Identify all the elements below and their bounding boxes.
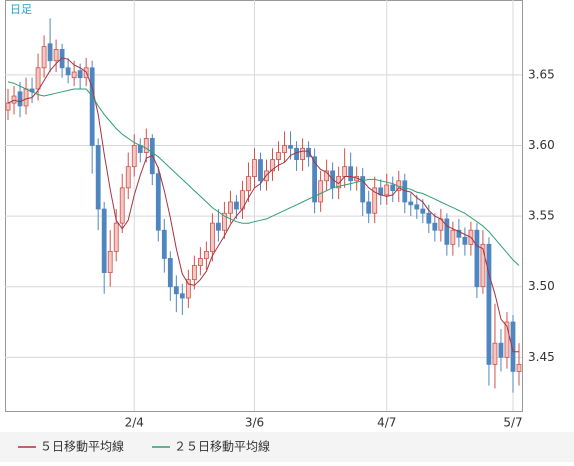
candle-body: [155, 173, 161, 231]
y-tick-label: 3.50: [528, 279, 555, 293]
candle-body: [414, 204, 420, 210]
x-tick-label: 5/7: [503, 416, 522, 430]
candle-body: [11, 95, 17, 104]
candle-body: [312, 156, 317, 203]
candle-body: [432, 222, 438, 231]
candle-body: [372, 187, 378, 214]
candle-body: [143, 138, 149, 153]
moving-average-line: [7, 81, 520, 266]
candle-body: [179, 293, 185, 299]
period-label: 日足: [10, 3, 32, 16]
candle-body: [318, 180, 324, 203]
candle-body: [246, 176, 251, 192]
y-tick-label: 3.55: [528, 209, 555, 223]
candle-body: [234, 201, 239, 210]
candle-body: [210, 222, 215, 252]
candle-body: [276, 152, 281, 160]
candle-body: [216, 222, 221, 231]
candle-body: [191, 265, 197, 281]
x-tick-label: 3/6: [245, 416, 264, 430]
candle-body: [113, 222, 119, 252]
candle-body: [89, 67, 95, 146]
candle-body: [131, 145, 137, 168]
candle-body: [252, 159, 257, 177]
candle-body: [282, 145, 287, 153]
x-tick-label: 4/7: [377, 416, 396, 430]
candle-body: [498, 342, 504, 358]
candle-body: [390, 184, 396, 192]
candle-body: [167, 258, 173, 288]
candle-body: [125, 166, 131, 189]
candle-body: [258, 159, 263, 182]
moving-average-line: [7, 57, 519, 353]
candle-body: [348, 166, 354, 182]
candle-body: [77, 70, 83, 79]
candle-body: [5, 102, 11, 111]
candle-body: [65, 67, 71, 76]
candle-body: [119, 187, 125, 224]
candle-body: [95, 145, 101, 210]
candle-body: [420, 208, 426, 214]
candle-body: [474, 229, 480, 288]
candle-body: [342, 166, 348, 177]
candle-body: [360, 176, 366, 203]
candle-body: [324, 170, 330, 182]
candle-body: [516, 363, 522, 372]
candle-body: [408, 201, 414, 206]
candle-body: [456, 229, 462, 238]
candle-body: [53, 49, 59, 62]
x-tick-label: 2/4: [125, 416, 144, 430]
candle-body: [486, 243, 492, 365]
candle-body: [197, 258, 203, 266]
candle-body: [444, 218, 450, 245]
candle-body: [480, 243, 486, 288]
candle-body: [426, 212, 432, 224]
y-tick-label: 3.60: [528, 138, 555, 152]
candle-body: [41, 46, 47, 69]
candle-body: [462, 236, 468, 245]
candle-body: [222, 212, 227, 231]
candle-body: [270, 159, 275, 172]
candle-body: [306, 147, 311, 158]
candle-body: [510, 321, 516, 372]
legend-label: ５日移動平均線: [40, 439, 124, 454]
candle-body: [107, 251, 113, 273]
candle-body: [450, 229, 456, 245]
candle-body: [173, 286, 179, 295]
y-tick-label: 3.45: [528, 350, 555, 364]
candle-body: [366, 201, 372, 214]
candle-body: [161, 229, 167, 259]
candle-body: [294, 147, 299, 160]
candle-body: [300, 147, 305, 160]
plot-area: [5, 0, 523, 412]
candle-body: [17, 91, 23, 107]
y-tick-label: 3.65: [528, 67, 555, 81]
candle-body: [203, 251, 209, 259]
candle-body: [492, 342, 498, 365]
candle-body: [228, 201, 233, 214]
legend-label: ２５日移動平均線: [174, 439, 270, 454]
candle-body: [288, 145, 293, 149]
legend-bar: [0, 432, 574, 462]
candle-body: [35, 67, 41, 90]
candle-body: [384, 184, 390, 196]
candle-body: [71, 71, 77, 79]
candle-body: [185, 279, 191, 299]
candle-body: [101, 208, 107, 273]
candle-body: [23, 88, 29, 107]
candle-body: [47, 43, 53, 62]
candle-body: [504, 321, 510, 358]
